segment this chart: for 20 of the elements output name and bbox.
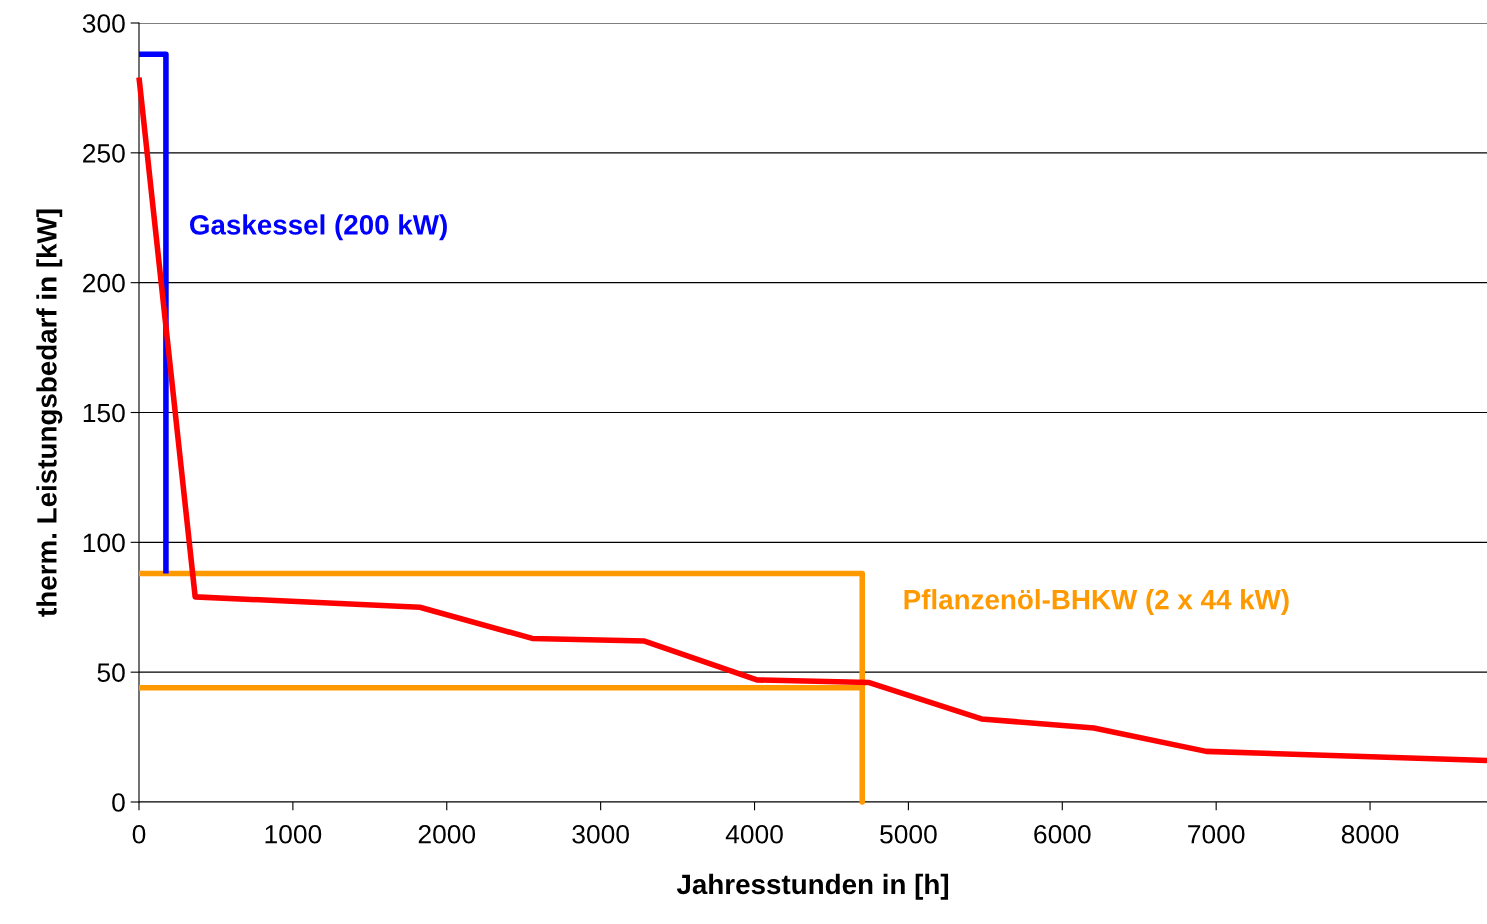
x-tick-label: 5000	[880, 824, 937, 844]
series-label: Pflanzenöl-BHKW (2 x 44 kW)	[904, 589, 1289, 615]
y-tick-label: 250	[83, 143, 125, 163]
x-tick-label: 8000	[1341, 824, 1399, 844]
x-tick-label: 1000	[265, 824, 322, 844]
x-tick-label: 3000	[572, 824, 629, 844]
x-tick-label: 0	[132, 824, 146, 844]
x-tick-label: 6000	[1034, 824, 1091, 844]
x-tick-label: 4000	[725, 824, 783, 844]
y-tick-label: 100	[83, 533, 125, 553]
y-axis-title: therm. Leistungsbedarf in [kW]	[36, 209, 63, 617]
x-tick-label: 2000	[418, 824, 476, 844]
y-tick-label: 200	[83, 273, 125, 293]
y-tick-label: 0	[112, 793, 125, 812]
y-tick-label: 50	[97, 663, 125, 682]
y-tick-label: 150	[83, 403, 125, 423]
x-axis-title: Jahresstunden in [h]	[676, 873, 949, 900]
y-tick-label: 300	[82, 14, 125, 33]
x-tick-label: 7000	[1188, 824, 1245, 844]
series-label: Gaskessel (200 kW)	[189, 214, 447, 241]
